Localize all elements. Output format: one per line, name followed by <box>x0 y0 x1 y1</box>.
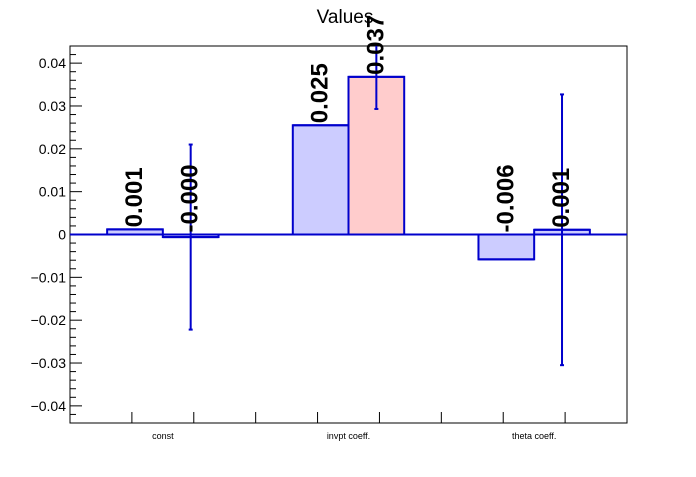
bar <box>477 233 536 261</box>
y-axis: −0.04 −0.03 −0.02 −0.01 0 0.01 0.02 0.03 0.04 <box>31 45 82 424</box>
chart-title: Values <box>317 7 374 28</box>
bar-value-label: 0.001 <box>548 168 575 228</box>
x-axis: const invpt coeff. theta coeff. <box>131 412 566 441</box>
bar <box>291 124 350 236</box>
bar-value-label: 0.025 <box>307 63 334 123</box>
bar-value-label: -0.006 <box>492 164 519 232</box>
y-tick-label: −0.01 <box>31 269 67 285</box>
y-tick-label: 0.04 <box>39 55 66 71</box>
y-tick-label: −0.04 <box>31 398 67 414</box>
bar-value-label: -0.000 <box>177 164 204 232</box>
x-category-label: invpt coeff. <box>327 431 370 441</box>
bar-value-label: 0.037 <box>362 15 389 75</box>
y-tick-label: 0 <box>58 227 66 243</box>
y-tick-label: −0.03 <box>31 355 67 371</box>
y-tick-label: 0.01 <box>39 184 66 200</box>
y-tick-label: −0.02 <box>31 312 67 328</box>
error-bars <box>107 43 590 367</box>
y-tick-label: 0.03 <box>39 98 66 114</box>
x-category-label: const <box>152 431 174 441</box>
x-category-label: theta coeff. <box>512 431 556 441</box>
y-tick-label: 0.02 <box>39 141 66 157</box>
value-labels: 0.001 0.025 -0.006 -0.000 0.037 0.001 <box>121 15 575 233</box>
bar-value-label: 0.001 <box>121 167 148 227</box>
